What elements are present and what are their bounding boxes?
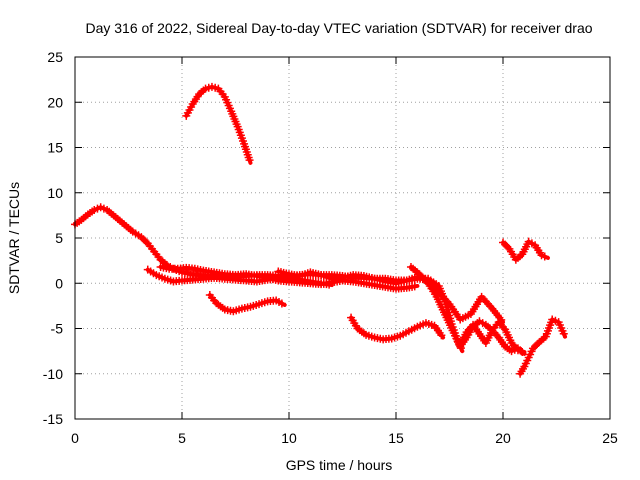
data-point xyxy=(277,299,286,308)
x-tick-label: 25 xyxy=(602,430,618,446)
data-series xyxy=(71,82,568,378)
tick-labels: 0 5 10 15 20 25 -15 -10 -5 0 5 10 15 20 25 xyxy=(43,49,618,446)
x-tick-label: 5 xyxy=(178,430,186,446)
chart-title: Day 316 of 2022, Sidereal Day-to-day VTE… xyxy=(85,20,592,36)
data-point xyxy=(540,252,549,261)
series-track-8 xyxy=(406,262,527,357)
data-point xyxy=(517,347,526,356)
x-axis-title: GPS time / hours xyxy=(286,457,393,473)
x-tick-label: 15 xyxy=(388,430,404,446)
y-tick-label: 25 xyxy=(47,49,63,65)
y-tick-label: -15 xyxy=(43,411,63,427)
grid xyxy=(75,57,610,419)
series-track-5 xyxy=(205,291,287,316)
series-track-4 xyxy=(182,82,254,165)
y-tick-label: 15 xyxy=(47,140,63,156)
series-track-9 xyxy=(456,318,527,356)
y-tick-label: 0 xyxy=(55,275,63,291)
series-track-10 xyxy=(499,237,550,264)
y-axis-title: SDTVAR / TECUs xyxy=(6,182,22,294)
y-tick-label: -5 xyxy=(51,321,64,337)
y-tick-label: 10 xyxy=(47,185,63,201)
x-tick-label: 20 xyxy=(495,430,511,446)
x-tick-label: 10 xyxy=(281,430,297,446)
ticks xyxy=(74,56,611,420)
series-track-7 xyxy=(347,313,446,344)
x-tick-label: 0 xyxy=(71,430,79,446)
data-point xyxy=(437,331,446,340)
data-point xyxy=(245,156,254,165)
y-tick-label: -10 xyxy=(43,366,63,382)
y-tick-label: 5 xyxy=(55,230,63,246)
y-tick-label: 20 xyxy=(47,94,63,110)
data-point xyxy=(410,282,419,291)
series-track-11 xyxy=(516,315,568,378)
data-point xyxy=(559,329,568,338)
